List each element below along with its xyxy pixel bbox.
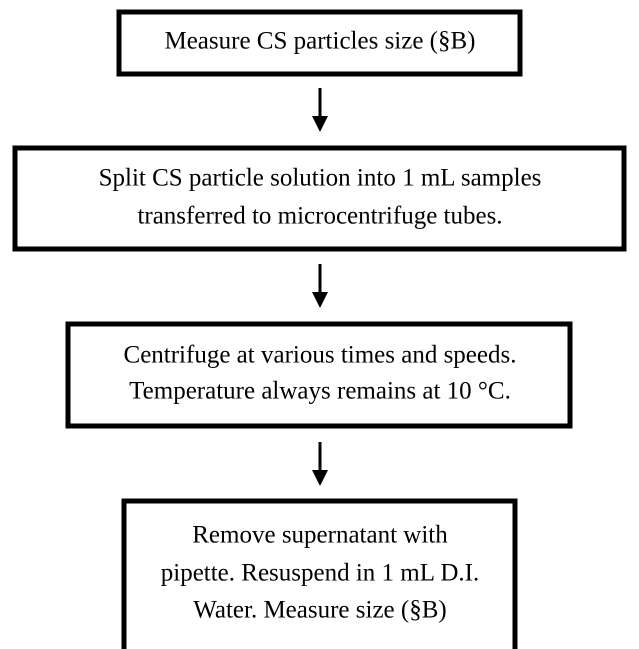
step-text: Temperature always remains at 10 °C. (129, 378, 511, 405)
step-box (116, 9, 523, 77)
step-text: Centrifuge at various times and speeds. (124, 342, 517, 369)
step-box (12, 145, 627, 252)
step-text: Remove supernatant with (192, 522, 448, 549)
step-text: Split CS particle solution into 1 mL sam… (99, 165, 542, 192)
step-text: pipette. Resuspend in 1 mL D.I. (161, 560, 479, 587)
step-text: Measure CS particles size (§B) (164, 28, 475, 55)
arrow (312, 88, 328, 132)
step-text: Water. Measure size (§B) (193, 597, 446, 624)
step-text: transferred to microcentrifuge tubes. (137, 203, 502, 230)
arrow (312, 442, 328, 486)
arrow (312, 264, 328, 308)
step-box (121, 498, 518, 649)
step-box (65, 321, 573, 429)
